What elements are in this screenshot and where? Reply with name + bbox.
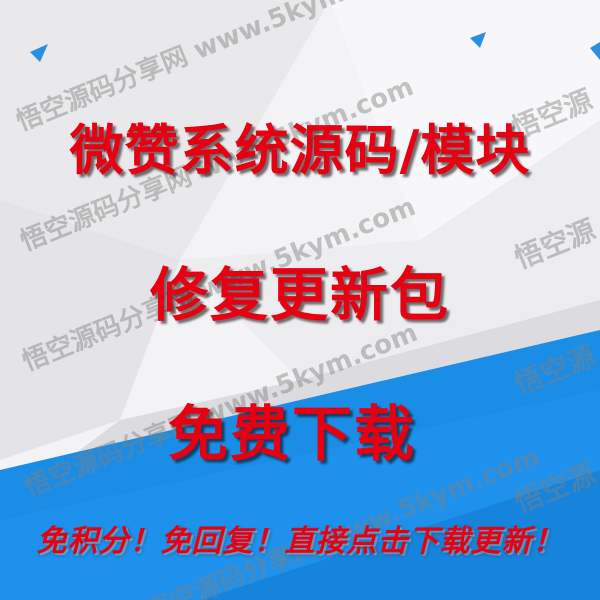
subheadline: 修复更新包 — [149, 261, 450, 329]
headline: 微赞系统源码/模块 — [69, 119, 531, 182]
notice-text: 免积分！免回复！直接点击下载更新！ — [36, 524, 564, 559]
free-download-label: 免费下载 — [168, 400, 416, 470]
